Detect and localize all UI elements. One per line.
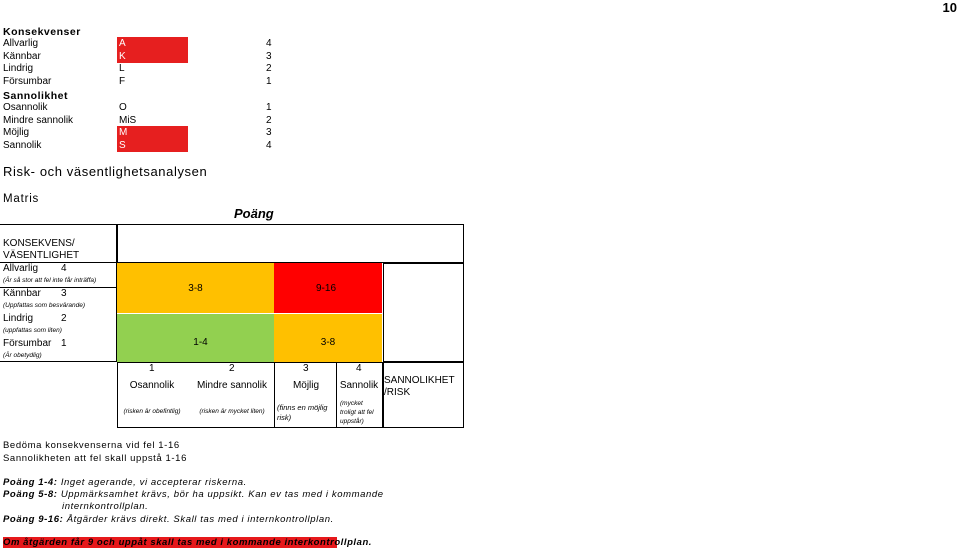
matrix-x-divider [274, 362, 337, 428]
matris-label: Matris [3, 193, 40, 205]
matrix-x-header-text: SANNOLIKHET /RISK [384, 375, 455, 398]
points-1: Poäng 1-4: Inget agerande, vi accepterar… [3, 477, 247, 488]
matrix-cell-bottom-right: 3-8 [274, 313, 382, 362]
poang-label: Poäng [234, 206, 274, 221]
konsekvenser-row-value: 3 [266, 50, 272, 62]
matrix-y-item-name: Lindrig [3, 313, 34, 324]
matrix-x-header-box [383, 362, 464, 428]
matrix-x-item-name: Osannolik [129, 380, 175, 391]
matrix-y-item-name: Försumbar [3, 338, 52, 349]
points-2-cont: internkontrollplan. [62, 501, 148, 512]
points-1-text: Inget agerande, vi accepterar riskerna. [60, 477, 247, 488]
matrix-x-item-name: Sannolik [339, 380, 379, 391]
matrix-y-item-note: (Uppfattas som besvärande) [3, 302, 86, 309]
sannolikhet-row-value: 1 [266, 102, 272, 113]
matrix-y-divider [0, 287, 117, 288]
points-2-text: Uppmärksamhet krävs, bör ha uppsikt. Kan… [60, 489, 384, 500]
sannolikhet-row-name: Osannolik [3, 102, 48, 113]
sannolikhet-row-code: S [119, 139, 126, 151]
konsekvenser-row-code: F [119, 75, 126, 87]
points-3-text: Åtgärder krävs direkt. Skall tas med i i… [66, 514, 334, 525]
sannolikhet-row-value: 3 [266, 127, 272, 138]
matrix-y-header-box [0, 224, 117, 263]
points-2-text-cont: internkontrollplan. [62, 501, 149, 512]
page-number: 10 [942, 0, 957, 15]
matrix-y-item-name: Allvarlig [3, 263, 39, 274]
matrix-y-item-note: (Är obetydlig) [3, 352, 42, 359]
matrix-x-item-value: 3 [303, 363, 309, 374]
matrix-x-item-value: 2 [229, 363, 235, 374]
assessment-line-2: Sannolikheten att fel skall uppstå 1-16 [3, 453, 187, 464]
matrix-cell-bottom-left-label: 1-4 [193, 337, 208, 348]
sannolikhet-heading: Sannolikhet [3, 90, 69, 102]
matrix-right-empty [383, 263, 464, 362]
konsekvenser-row-highlight [117, 37, 188, 50]
matrix-x-item-value: 4 [356, 363, 362, 374]
matrix-y-item-value: 3 [61, 288, 67, 299]
konsekvenser-row-name: Allvarlig [3, 38, 39, 49]
sannolikhet-row-code: M [119, 127, 128, 138]
matrix-cell-top-right: 9-16 [274, 263, 382, 313]
matrix-cell-bottom-right-label: 3-8 [320, 337, 336, 348]
footer-note: Om åtgärden får 9 och uppåt skall tas me… [3, 537, 372, 548]
konsekvenser-row-highlight [117, 49, 188, 63]
konsekvenser-row-code: L [119, 63, 125, 74]
matrix-cell-top-left: 3-8 [117, 263, 274, 313]
matrix-top-frame [117, 224, 464, 263]
konsekvenser-row-value: 4 [266, 38, 272, 49]
matrix-y-item-note: (uppfattas som liten) [3, 327, 62, 334]
konsekvenser-row-code: A [119, 38, 126, 49]
konsekvenser-row-value: 1 [266, 75, 272, 87]
matrix-mid-line [117, 313, 382, 314]
matrix-x-item-name: Möjlig [292, 380, 320, 391]
matrix-x-item-name: Mindre sannolik [196, 380, 268, 391]
matrix-y-header-2: VÄSENTLIGHET [3, 250, 80, 261]
konsekvenser-row-code: K [119, 50, 126, 62]
matrix-x-item-note: (mycket troligt att fel uppstår) [340, 400, 374, 425]
assessment-line-1: Bedöma konsekvenserna vid fel 1-16 [3, 440, 180, 451]
konsekvenser-heading: Konsekvenser [3, 26, 81, 38]
matrix-y-item-note: (Är så stor att fel inte får inträffa) [3, 277, 97, 284]
konsekvenser-row-name: Lindrig [3, 63, 34, 74]
sannolikhet-row-code: O [119, 102, 127, 113]
matrix-x-frame [117, 362, 383, 428]
matrix-y-item-value: 4 [61, 263, 67, 274]
konsekvenser-row-name: Kännbar [3, 50, 41, 62]
matrix-cell-bottom-left: 1-4 [117, 313, 274, 362]
konsekvenser-row-value: 2 [266, 63, 272, 74]
sannolikhet-row-name: Möjlig [3, 127, 30, 138]
matrix-x-item-note: (risken är mycket liten) [199, 408, 265, 415]
matrix-x-item-note: (finns en möjlig risk) [277, 403, 328, 422]
footer-note-text: Om åtgärden får 9 och uppåt skall tas me… [3, 537, 372, 548]
matrix-y-item-value: 1 [61, 338, 67, 349]
sannolikhet-row-value: 4 [266, 139, 272, 151]
matrix-y-item-name: Kännbar [3, 288, 41, 299]
page-title: Risk- och väsentlighetsanalysen [3, 164, 208, 179]
points-2: Poäng 5-8: Uppmärksamhet krävs, bör ha u… [3, 489, 384, 500]
matrix-y-header-1: KONSEKVENS/ [3, 238, 75, 249]
matrix-y-item-value: 2 [61, 313, 67, 324]
sannolikhet-row-value: 2 [266, 114, 272, 126]
konsekvenser-row-name: Försumbar [3, 75, 52, 87]
sannolikhet-row-name: Sannolik [3, 139, 42, 151]
points-3: Poäng 9-16: Åtgärder krävs direkt. Skall… [3, 514, 334, 525]
matrix-x-header: SANNOLIKHET /RISK [384, 375, 460, 399]
sannolikhet-row-highlight [117, 126, 188, 139]
points-3-label: Poäng 9-16: [3, 514, 64, 525]
matrix-cell-top-left-label: 3-8 [188, 282, 203, 294]
points-2-label: Poäng 5-8: [3, 489, 58, 500]
matrix-x-item-value: 1 [149, 363, 155, 374]
sannolikhet-row-name: Mindre sannolik [3, 114, 74, 126]
matrix-cell-top-right-label: 9-16 [315, 282, 336, 294]
sannolikhet-row-code: MiS [119, 114, 137, 126]
sannolikhet-row-highlight [117, 138, 188, 152]
matrix-x-item-note: (risken är obefintlig) [123, 408, 181, 415]
points-1-label: Poäng 1-4: [3, 477, 58, 488]
